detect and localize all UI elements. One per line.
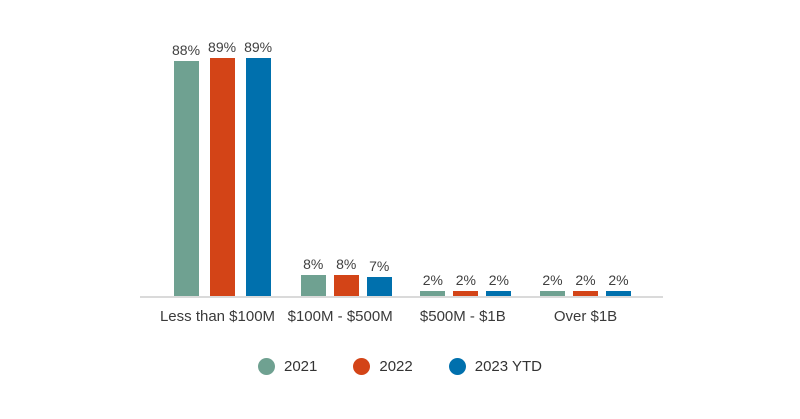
bar-2022 <box>209 58 235 296</box>
bar-group: 8% 8% 7% <box>300 0 392 296</box>
bar-2023-ytd <box>245 58 271 296</box>
bar-column: 7% <box>366 0 392 296</box>
plot-area: 88% 89% 89% 8% 8% 7% 2% 2% 2% 2% 2% 2% <box>140 0 663 298</box>
bar-column: 2% <box>539 0 565 296</box>
legend: 2021 2022 2023 YTD <box>0 358 800 375</box>
bar-column: 2% <box>453 0 479 296</box>
bar-value-label: 89% <box>244 39 273 55</box>
bar-2023-ytd <box>486 291 512 296</box>
bar-2021 <box>420 291 446 296</box>
legend-item: 2022 <box>353 358 413 375</box>
bar-2023-ytd <box>366 277 392 296</box>
bar-column: 89% <box>244 0 272 296</box>
bar-value-label: 8% <box>303 256 324 272</box>
bar-2023-ytd <box>605 291 631 296</box>
legend-label: 2022 <box>379 358 413 375</box>
bar-column: 8% <box>300 0 326 296</box>
bar-group: 2% 2% 2% <box>420 0 512 296</box>
bar-value-label: 2% <box>542 272 563 288</box>
bar-column: 2% <box>420 0 446 296</box>
bar-column: 2% <box>486 0 512 296</box>
bar-column: 8% <box>333 0 359 296</box>
legend-swatch-icon <box>448 358 466 375</box>
bar-value-label: 88% <box>172 42 201 58</box>
legend-item: 2023 YTD <box>448 358 542 375</box>
bar-2022 <box>572 291 598 296</box>
bar-value-label: 8% <box>336 256 357 272</box>
bar-2021 <box>539 291 565 296</box>
bar-2021 <box>300 275 326 296</box>
bar-2021 <box>173 61 199 296</box>
bar-value-label: 2% <box>488 272 509 288</box>
bar-value-label: 2% <box>575 272 596 288</box>
bar-value-label: 89% <box>208 39 237 55</box>
bar-value-label: 7% <box>369 258 390 274</box>
x-axis-label: $500M - $1B <box>419 308 506 325</box>
bar-column: 88% <box>172 0 200 296</box>
x-axis-label: $100M - $500M <box>287 308 393 325</box>
bar-value-label: 2% <box>422 272 443 288</box>
bar-group: 2% 2% 2% <box>539 0 631 296</box>
legend-label: 2021 <box>283 358 318 375</box>
legend-item: 2021 <box>257 358 318 375</box>
x-axis-label: Over $1B <box>553 308 618 325</box>
legend-swatch-icon <box>353 358 371 375</box>
x-axis: Less than $100M $100M - $500M $500M - $1B O… <box>140 308 663 330</box>
bar-value-label: 2% <box>455 272 476 288</box>
bar-value-label: 2% <box>608 272 629 288</box>
x-axis-label: Less than $100M <box>159 308 276 325</box>
legend-label: 2023 YTD <box>474 358 542 375</box>
bar-column: 2% <box>572 0 598 296</box>
bar-2022 <box>333 275 359 296</box>
bar-2022 <box>453 291 479 296</box>
legend-swatch-icon <box>257 358 275 375</box>
bar-column: 89% <box>208 0 236 296</box>
bar-column: 2% <box>605 0 631 296</box>
bar-group: 88% 89% 89% <box>172 0 272 296</box>
